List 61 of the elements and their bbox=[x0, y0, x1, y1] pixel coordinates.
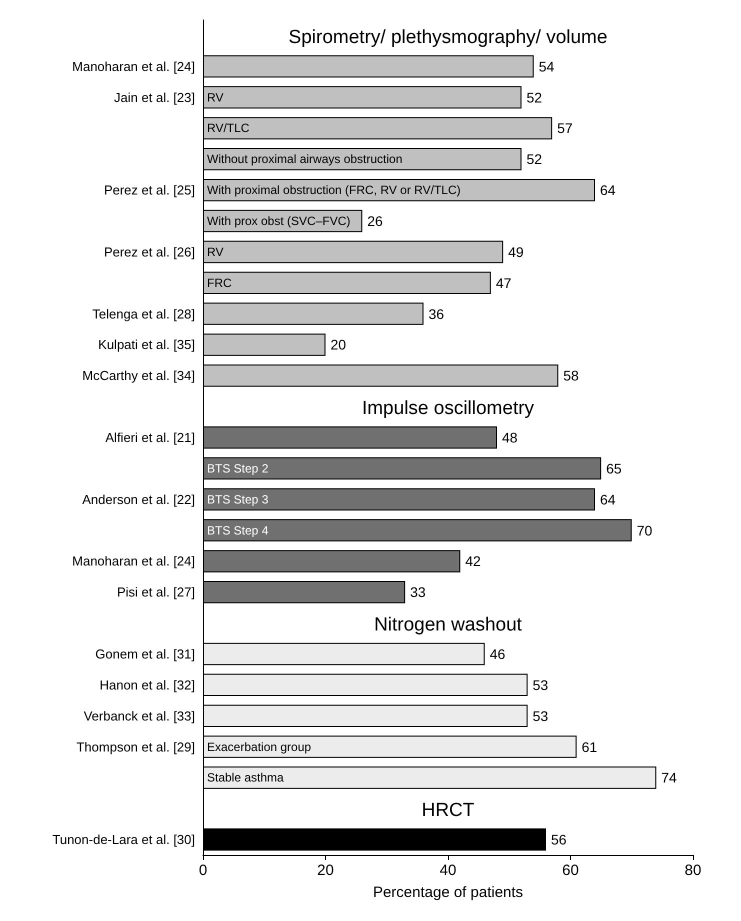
data-label: 65 bbox=[606, 460, 622, 476]
data-label: 52 bbox=[526, 89, 542, 106]
series-label: RV/TLC bbox=[207, 121, 250, 136]
y-tick-label: Perez et al. [25] bbox=[104, 182, 195, 198]
annotation: Spirometry/ plethysmography/ volume bbox=[288, 26, 608, 48]
data-label: 70 bbox=[636, 522, 653, 538]
series-label: BTS Step 3 bbox=[207, 492, 269, 506]
x-tick-label: 20 bbox=[317, 862, 334, 879]
y-tick-label: Telenga et al. [28] bbox=[92, 306, 195, 322]
data-label: 74 bbox=[661, 770, 678, 786]
data-label: 52 bbox=[526, 151, 542, 168]
y-tick-label: Gonem et al. [31] bbox=[95, 646, 195, 662]
y-tick-label: McCarthy et al. [34] bbox=[82, 368, 195, 384]
data-label: 47 bbox=[496, 274, 512, 291]
data-label: 64 bbox=[600, 182, 616, 198]
series-label: With proximal obstruction (FRC, RV or RV/TLC) bbox=[207, 183, 461, 198]
y-tick-label: Manoharan et al. [24] bbox=[72, 58, 195, 74]
series-label: Exacerbation group bbox=[207, 740, 312, 754]
data-label: 36 bbox=[428, 306, 444, 322]
y-tick-label: Anderson et al. [22] bbox=[82, 492, 195, 507]
y-tick-label: Tunon-de-Lara et al. [30] bbox=[52, 832, 195, 848]
annotation: Nitrogen washout bbox=[374, 614, 523, 636]
annotation: Impulse oscillometry bbox=[362, 398, 535, 420]
data-label: 64 bbox=[600, 491, 616, 508]
data-label: 42 bbox=[465, 553, 482, 570]
y-tick-label: Verbanck et al. [33] bbox=[84, 708, 195, 724]
y-tick-label: Perez et al. [26] bbox=[104, 244, 195, 260]
x-tick-label: 80 bbox=[684, 862, 702, 879]
data-label: 49 bbox=[508, 244, 524, 260]
series-label: Stable asthma bbox=[207, 770, 284, 785]
annotation: HRCT bbox=[422, 800, 475, 822]
data-label: 53 bbox=[532, 708, 548, 724]
x-tick-label: 0 bbox=[198, 862, 208, 879]
data-label: 46 bbox=[490, 646, 506, 662]
data-label: 56 bbox=[551, 832, 567, 848]
data-label: 20 bbox=[330, 336, 346, 353]
data-label: 48 bbox=[502, 430, 518, 446]
y-tick-label: Thompson et al. [29] bbox=[76, 739, 195, 754]
x-axis-title: Percentage of patients bbox=[372, 884, 524, 901]
x-tick-label: 60 bbox=[562, 862, 579, 879]
data-label: 33 bbox=[410, 584, 426, 600]
series-label: RV bbox=[207, 244, 224, 259]
data-label: 57 bbox=[557, 120, 573, 136]
y-tick-label: Pisi et al. [27] bbox=[116, 584, 195, 600]
y-tick-label: Kulpati et al. [35] bbox=[98, 337, 195, 352]
y-tick-label: Manoharan et al. [24] bbox=[72, 554, 195, 569]
data-label: 58 bbox=[563, 368, 580, 384]
series-label: With prox obst (SVC–FVC) bbox=[207, 214, 350, 228]
y-tick-label: Hanon et al. [32] bbox=[100, 677, 195, 692]
data-label: 53 bbox=[532, 676, 548, 693]
series-label: RV bbox=[207, 90, 224, 104]
y-tick-label: Alfieri et al. [21] bbox=[105, 430, 195, 445]
data-label: 26 bbox=[367, 213, 384, 230]
series-label: BTS Step 2 bbox=[207, 461, 269, 476]
data-label: 61 bbox=[582, 738, 598, 755]
series-label: FRC bbox=[207, 276, 232, 290]
series-label: BTS Step 4 bbox=[207, 523, 269, 538]
series-label: Without proximal airways obstruction bbox=[207, 152, 402, 166]
x-tick-label: 40 bbox=[440, 862, 456, 879]
y-tick-label: Jain et al. [23] bbox=[114, 90, 195, 105]
data-label: 54 bbox=[538, 58, 555, 74]
